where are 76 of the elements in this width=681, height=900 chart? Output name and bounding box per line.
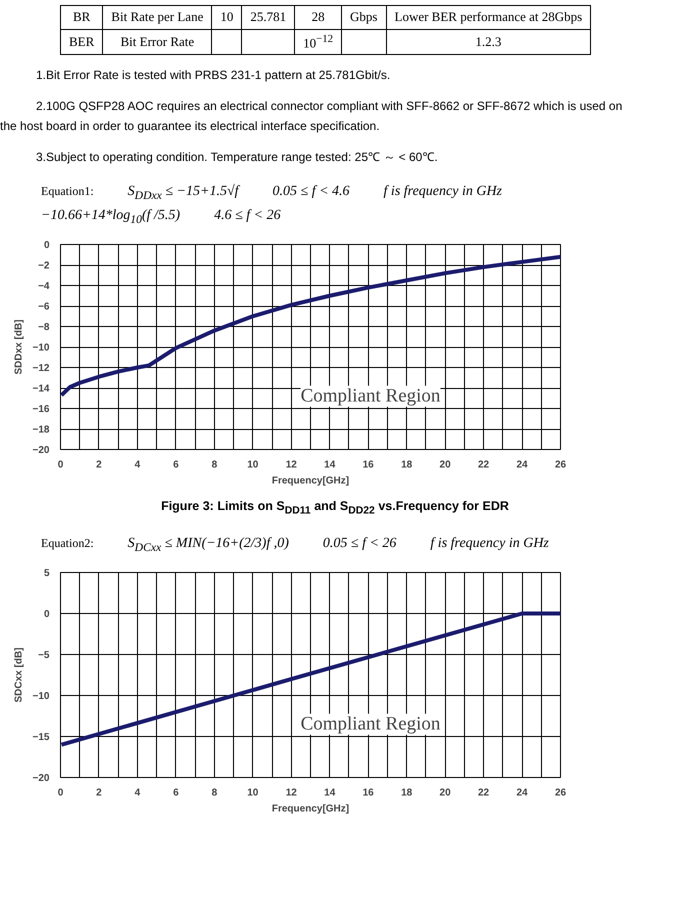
y-tick-label: −12	[32, 362, 50, 374]
y-tick-label: −15	[32, 732, 50, 743]
y-tick-label: 0	[44, 608, 50, 620]
x-tick-label: 20	[440, 787, 452, 798]
x-tick-label: 12	[286, 459, 298, 470]
x-tick-label: 20	[440, 459, 452, 470]
x-tick-label: 10	[247, 459, 259, 470]
x-tick-label: 2	[96, 459, 102, 470]
y-tick-label: −6	[38, 301, 50, 312]
text: Figure 3: Limits on S$_{DD11}$ and S$_{DD22}$ vs.Frequency for EDR	[160, 498, 510, 518]
text: 1.Bit Error Rate is tested with PRBS 231-1 pattern at 25.781Gbit/s.	[35, 67, 392, 84]
x-tick-label: 14	[324, 459, 336, 470]
x-tick-label: 14	[324, 787, 336, 798]
text: 3.Subject to operating condition. Temperature range tested: 25℃ ～ < 60℃.	[35, 148, 439, 166]
text: 0.05 ≤ f < 26	[322, 535, 396, 554]
x-tick-label: 26	[554, 787, 566, 798]
x-tick-label: 10	[247, 787, 259, 798]
x-tick-label: 26	[554, 459, 566, 470]
text: Bit Rate per Lane	[111, 9, 204, 24]
text: 10$^{−12}$	[303, 32, 334, 50]
x-tick-label: 4	[134, 459, 141, 470]
x-tick-label: 4	[134, 787, 141, 798]
x-tick-label: 24	[516, 787, 528, 798]
y-tick-label: −18	[32, 424, 50, 436]
y-axis-title: SDDxx [dB]	[14, 319, 25, 374]
x-tick-label: 8	[212, 459, 218, 470]
x-axis-title: Frequency[GHz]	[272, 803, 350, 814]
x-tick-label: 16	[362, 459, 374, 470]
x-tick-label: 22	[478, 459, 490, 470]
text: S$_{DCxx}$ ≤ MIN(−16+(2/3)f ,0)	[128, 535, 289, 556]
x-axis-title: Frequency[GHz]	[272, 475, 350, 486]
x-tick-label: 12	[286, 787, 298, 798]
text: S$_{DDxx}$ ≤ −15+1.5√f	[128, 182, 239, 204]
y-axis-title: SDCxx [dB]	[14, 647, 25, 702]
text: 2.100G QSFP28 AOC requires an electrical connector compliant with SFF-8662 or SFF-8672 which is used on the host board in order to guarantee its electrical interface specification.	[0, 98, 624, 136]
y-tick-label: −8	[38, 322, 50, 333]
annotation: Compliant Region	[300, 386, 441, 407]
x-tick-label: 24	[516, 459, 528, 470]
text: f is frequency in GHz	[430, 535, 549, 554]
x-tick-label: 6	[173, 787, 180, 798]
text: Equation2:	[41, 535, 94, 552]
text: 25.781	[250, 9, 286, 24]
y-tick-label: −20	[32, 444, 50, 456]
text: 28	[312, 9, 325, 24]
x-tick-label: 2	[96, 787, 102, 798]
x-tick-label: 16	[362, 787, 374, 798]
y-tick-label: −16	[32, 404, 50, 415]
y-tick-label: −14	[32, 383, 50, 394]
text: Equation1:	[41, 183, 94, 200]
text: 10	[220, 9, 234, 24]
y-tick-label: −4	[38, 280, 50, 292]
text: 4.6 ≤ f < 26	[214, 207, 281, 226]
y-tick-label: −20	[32, 772, 50, 784]
text: f is frequency in GHz	[384, 183, 502, 202]
text: −10.66+14*log$_{10}$(f /5.5)	[41, 207, 180, 228]
x-tick-label: 0	[58, 459, 64, 470]
text: 0.05 ≤ f < 4.6	[272, 183, 350, 202]
text: Lower BER performance at 28Gbps	[394, 9, 582, 24]
text: BER	[69, 34, 94, 49]
x-tick-label: 18	[401, 459, 413, 470]
x-tick-label: 18	[401, 787, 413, 798]
text: Bit Error Rate	[120, 34, 194, 49]
y-tick-label: −10	[32, 342, 50, 354]
text: BR	[72, 9, 90, 24]
x-tick-label: 6	[173, 459, 180, 470]
y-tick-label: −10	[32, 690, 50, 702]
text: Gbps	[350, 9, 378, 24]
y-tick-label: 0	[44, 240, 50, 251]
y-tick-label: −5	[38, 650, 50, 661]
annotation: Compliant Region	[300, 713, 441, 734]
x-tick-label: 8	[212, 787, 218, 798]
y-tick-label: 5	[44, 568, 50, 579]
x-tick-label: 22	[478, 787, 490, 798]
y-tick-label: −2	[38, 260, 50, 272]
text: 1.2.3	[475, 34, 502, 49]
x-tick-label: 0	[58, 787, 64, 798]
